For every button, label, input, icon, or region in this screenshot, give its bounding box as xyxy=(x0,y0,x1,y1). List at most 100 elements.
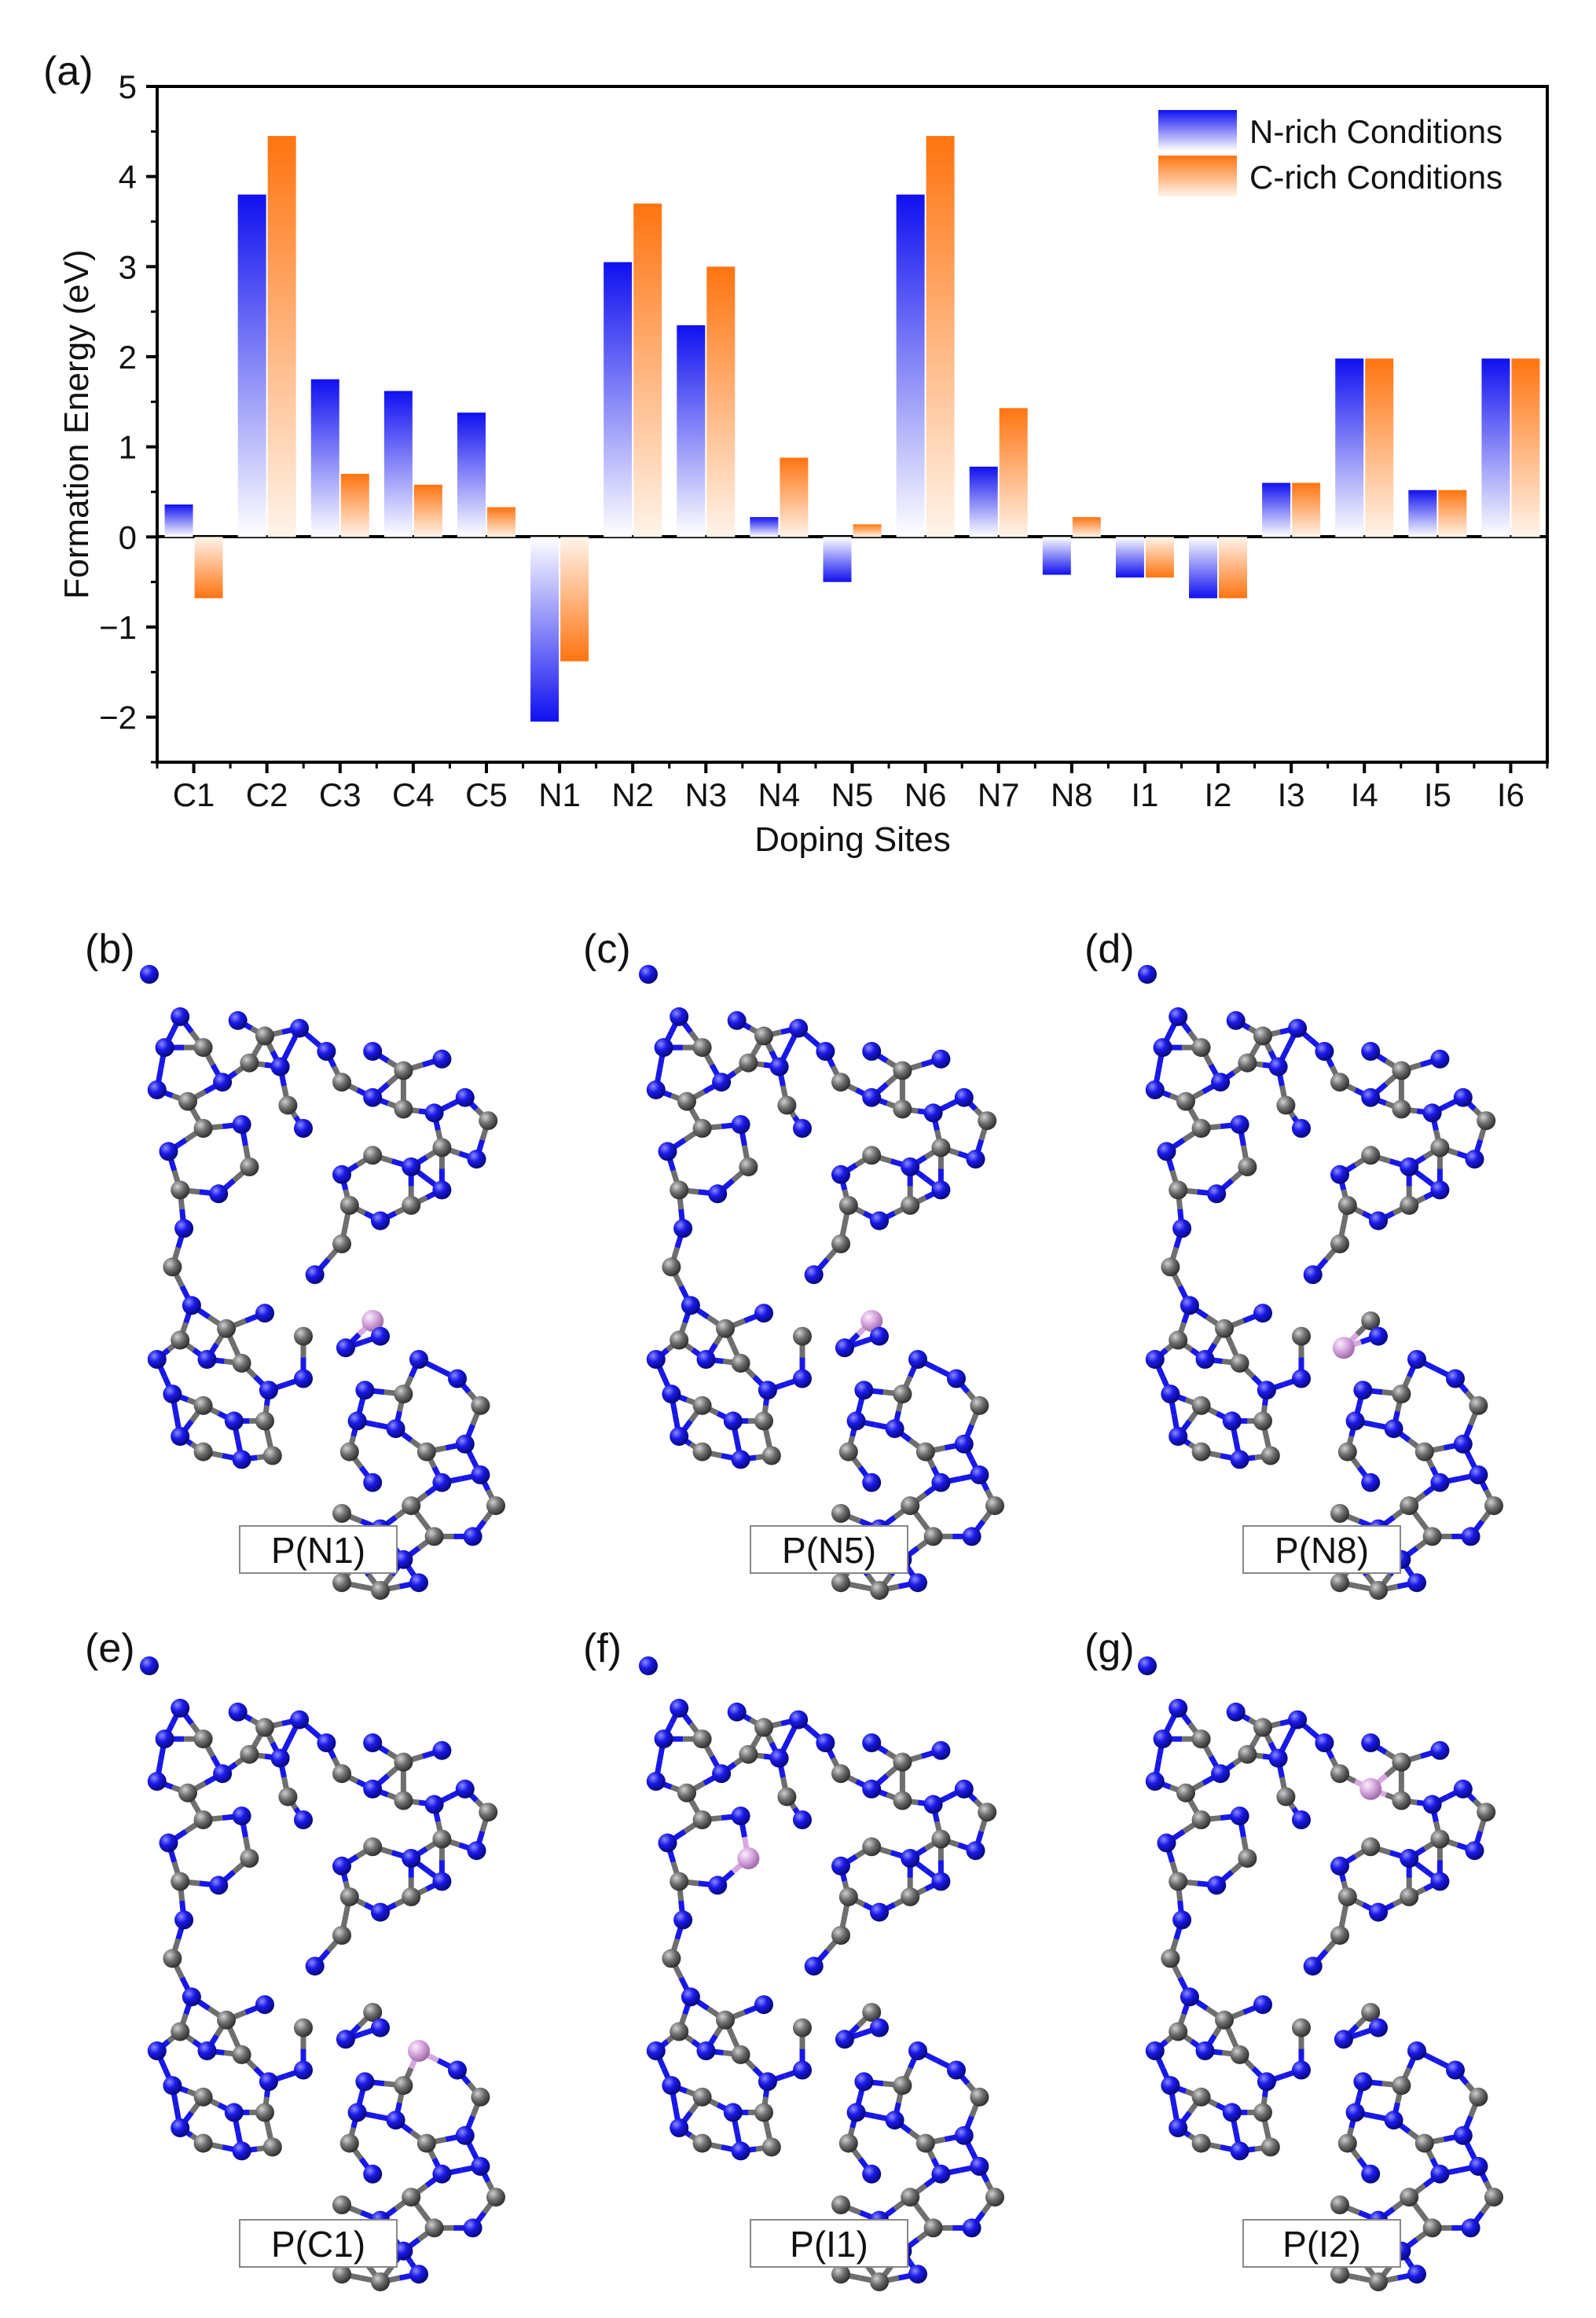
carbon-atom xyxy=(692,1119,712,1138)
nitrogen-atom xyxy=(1407,1573,1426,1593)
carbon-atom xyxy=(739,1744,758,1764)
nitrogen-atom xyxy=(1169,2118,1188,2137)
nitrogen-atom xyxy=(182,1987,201,2007)
phosphorus-atom xyxy=(737,1847,760,1869)
bar-n-rich-i3 xyxy=(1262,482,1291,537)
carbon-atom xyxy=(1361,1146,1381,1165)
nitrogen-atom xyxy=(646,1350,666,1369)
panel-c: (c) P(N5) xyxy=(583,926,1004,1600)
nitrogen-atom xyxy=(371,1211,390,1231)
nitrogen-atom xyxy=(862,1779,882,1799)
nitrogen-atom xyxy=(386,2111,405,2130)
nitrogen-atom xyxy=(228,1010,248,1030)
carbon-atom xyxy=(193,1442,213,1462)
carbon-atom xyxy=(394,1791,413,1810)
nitrogen-atom xyxy=(670,1007,689,1026)
nitrogen-atom xyxy=(731,1450,750,1469)
nitrogen-atom xyxy=(862,1733,882,1752)
nitrogen-atom xyxy=(908,1573,927,1593)
nitrogen-atom xyxy=(463,2218,482,2238)
carbon-atom xyxy=(978,1803,997,1822)
panel-caption: P(C1) xyxy=(271,2224,365,2265)
carbon-atom xyxy=(1238,1744,1257,1764)
nitrogen-atom xyxy=(294,1810,313,1829)
nitrogen-atom xyxy=(386,1419,405,1439)
nitrogen-atom xyxy=(1469,1465,1488,1484)
nitrogen-atom xyxy=(1384,2111,1403,2130)
carbon-atom xyxy=(332,2195,351,2214)
carbon-atom xyxy=(1191,1396,1211,1415)
nitrogen-atom xyxy=(862,1087,882,1107)
panel-tag: (d) xyxy=(1084,926,1135,972)
caption-box xyxy=(1242,2219,1401,2268)
carbon-atom xyxy=(432,1829,452,1849)
nitrogen-atom xyxy=(448,1369,467,1388)
nitrogen-atom xyxy=(455,1434,475,1454)
carbon-atom xyxy=(1276,1095,1296,1115)
carbon-atom xyxy=(662,1949,681,1968)
x-axis-label: Doping Sites xyxy=(754,820,950,859)
carbon-atom xyxy=(1191,2133,1211,2153)
nitrogen-atom xyxy=(1353,1381,1373,1400)
nitrogen-atom xyxy=(1361,1042,1381,1061)
bar-c-rich-i4 xyxy=(1365,358,1394,537)
carbon-atom xyxy=(163,1949,182,1968)
phosphorus-atom xyxy=(408,2040,430,2062)
nitrogen-atom xyxy=(970,1465,989,1484)
nitrogen-atom xyxy=(673,1910,693,1930)
carbon-atom xyxy=(1422,1527,1442,1546)
carbon-atom xyxy=(716,1319,735,1338)
nitrogen-atom xyxy=(670,1427,689,1446)
nitrogen-atom xyxy=(432,1473,452,1492)
carbon-atom xyxy=(1161,1257,1180,1277)
x-tick-label: N2 xyxy=(611,776,654,813)
nitrogen-atom xyxy=(1453,1779,1473,1799)
nitrogen-atom xyxy=(432,1872,452,1891)
nitrogen-atom xyxy=(793,1119,812,1138)
carbon-atom xyxy=(901,2188,920,2207)
bar-n-rich-c1 xyxy=(164,504,193,537)
carbon-atom xyxy=(662,1257,681,1277)
carbon-atom xyxy=(363,2003,383,2022)
carbon-atom xyxy=(486,1496,505,1516)
nitrogen-atom xyxy=(673,1219,693,1238)
nitrogen-atom xyxy=(731,1115,750,1135)
panel-d: (d) P(N8) xyxy=(1084,926,1503,1600)
nitrogen-atom xyxy=(1230,1115,1249,1135)
carbon-atom xyxy=(416,2133,436,2153)
bar-c-rich-i6 xyxy=(1511,358,1540,537)
carbon-atom xyxy=(217,2010,236,2030)
nitrogen-atom xyxy=(1138,965,1157,984)
carbon-atom xyxy=(1469,1396,1488,1415)
nitrogen-atom xyxy=(793,1369,812,1388)
nitrogen-atom xyxy=(846,1411,866,1431)
nitrogen-atom xyxy=(1446,1369,1465,1388)
bar-n-rich-n8 xyxy=(1042,537,1071,575)
nitrogen-atom xyxy=(1407,1350,1426,1369)
y-tick-label: −2 xyxy=(99,699,137,736)
carbon-atom xyxy=(402,1196,421,1215)
carbon-atom xyxy=(692,1729,712,1749)
carbon-atom xyxy=(1330,1504,1349,1523)
nitrogen-atom xyxy=(804,1265,824,1285)
carbon-atom xyxy=(416,1442,436,1462)
nitrogen-atom xyxy=(1145,1080,1165,1099)
nitrogen-atom xyxy=(455,1087,475,1107)
panel-tag: (e) xyxy=(85,1626,135,1671)
nitrogen-atom xyxy=(696,2041,716,2060)
x-tick-label: C3 xyxy=(319,776,361,813)
bar-c-rich-c4 xyxy=(413,484,442,537)
nitrogen-atom xyxy=(355,1381,375,1400)
nitrogen-atom xyxy=(727,1010,747,1030)
nitrogen-atom xyxy=(1195,1350,1215,1369)
nitrogen-atom xyxy=(1288,1018,1308,1038)
carbon-atom xyxy=(1392,1385,1411,1404)
nitrogen-atom xyxy=(1422,1103,1442,1123)
carbon-atom xyxy=(402,1496,421,1516)
nitrogen-atom xyxy=(835,1338,854,1358)
molecule-structure xyxy=(140,965,505,1600)
bar-c-rich-i5 xyxy=(1438,490,1467,537)
carbon-atom xyxy=(255,2103,274,2122)
carbon-atom xyxy=(1215,2010,1234,2030)
carbon-atom xyxy=(1276,1787,1296,1806)
